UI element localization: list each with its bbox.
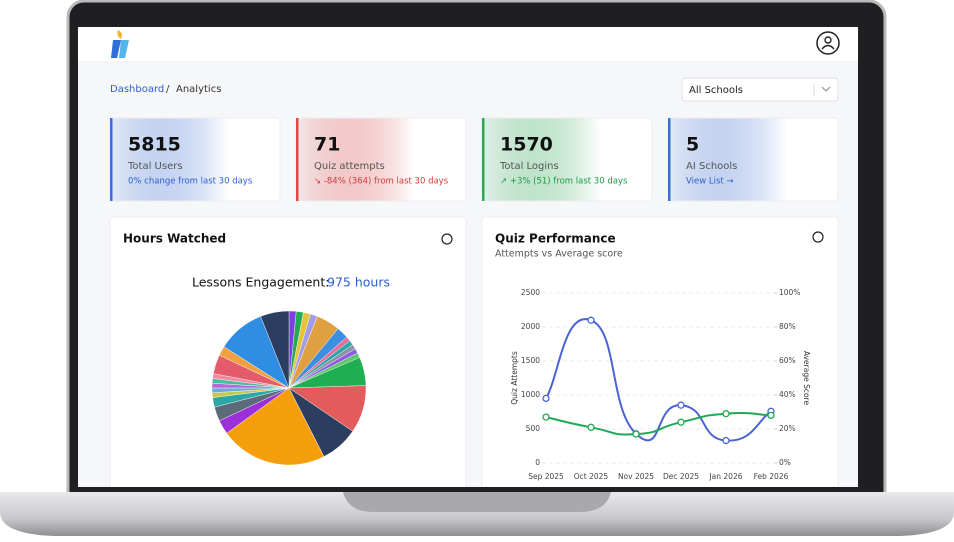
x-tick-label: Oct 2025	[574, 472, 609, 481]
line-point	[587, 423, 595, 431]
laptop-base	[0, 492, 954, 536]
line-point	[587, 316, 595, 324]
panel-title: Quiz Performance	[495, 232, 616, 246]
school-select[interactable]: All Schools	[681, 77, 839, 102]
y-tick-label: 2500	[521, 288, 540, 297]
panel-quiz: Quiz Performance Attempts vs Average sco…	[481, 216, 839, 487]
x-tick-label: Sep 2025	[528, 472, 564, 481]
stat-value: 71	[314, 134, 340, 156]
line-point	[677, 401, 685, 409]
stat-value: 5	[686, 134, 699, 156]
stat-note: 0% change from last 30 days	[128, 177, 253, 187]
y2-tick-label: 80%	[779, 322, 796, 331]
breadcrumb-separator: /	[166, 84, 170, 95]
laptop-notch	[343, 492, 611, 512]
stat-card-accent	[482, 118, 485, 201]
stat-note: ↗ +3% (51) from last 30 days	[500, 177, 628, 187]
stat-card	[109, 117, 281, 202]
stat-card-accent	[110, 118, 113, 201]
pie-slice	[226, 387, 325, 466]
stat-card	[667, 117, 839, 202]
user-button[interactable]	[816, 31, 840, 55]
stat-card-accent	[668, 118, 671, 201]
y-tick-label: 500	[526, 424, 541, 433]
stat-card-accent	[296, 118, 299, 201]
y2-tick-label: 20%	[779, 424, 796, 433]
stat-label: Total Logins	[499, 161, 559, 172]
y2-tick-label: 40%	[779, 390, 796, 399]
panel-title: Hours Watched	[123, 232, 226, 246]
stat-label: AI Schools	[686, 161, 737, 172]
stat-label: Quiz attempts	[314, 161, 385, 172]
stat-card	[481, 117, 653, 202]
line-point	[767, 411, 775, 420]
stat-note: ↘ -84% (364) from last 30 days	[314, 177, 449, 187]
line-point	[632, 430, 640, 438]
y2-tick-label: 60%	[779, 356, 796, 365]
panel-subtitle: Attempts vs Average score	[495, 249, 623, 260]
pie-subtitle: 975 hours	[327, 275, 390, 290]
x-tick-label: Feb 2026	[754, 472, 789, 481]
line-point	[677, 418, 685, 426]
y-tick-label: 1500	[521, 356, 540, 365]
line-point	[542, 413, 550, 421]
line-point	[722, 436, 730, 445]
logo	[111, 30, 129, 58]
breadcrumb-link[interactable]: Dashboard	[110, 84, 164, 95]
breadcrumb-current: Analytics	[176, 84, 221, 95]
y2-axis-label: Average Score	[802, 351, 811, 406]
info-icon[interactable]	[812, 231, 824, 243]
y-tick-label: 1000	[521, 390, 540, 399]
stat-note[interactable]: View List →	[686, 177, 734, 187]
x-tick-label: Jan 2026	[708, 472, 742, 481]
y2-tick-label: 0%	[779, 458, 791, 467]
y-tick-label: 2000	[521, 322, 540, 331]
y-axis-label: Quiz Attempts	[510, 351, 519, 405]
info-icon[interactable]	[441, 233, 453, 245]
stat-label: Total Users	[127, 161, 183, 172]
pie-slice	[260, 310, 290, 389]
pie-title: Lessons Engagement:	[192, 275, 329, 290]
stat-value: 1570	[500, 134, 553, 156]
stat-card	[295, 117, 467, 202]
line-point	[542, 394, 550, 403]
line-point	[722, 410, 730, 418]
top-bar	[78, 27, 858, 62]
screen: Dashboard / Analytics All Schools Hours …	[78, 27, 858, 487]
x-tick-label: Dec 2025	[663, 472, 699, 481]
school-select-value: All Schools	[689, 85, 743, 96]
stat-value: 5815	[128, 134, 181, 156]
x-tick-label: Nov 2025	[618, 472, 654, 481]
y-tick-label: 0	[535, 458, 540, 467]
y2-tick-label: 100%	[779, 288, 800, 297]
